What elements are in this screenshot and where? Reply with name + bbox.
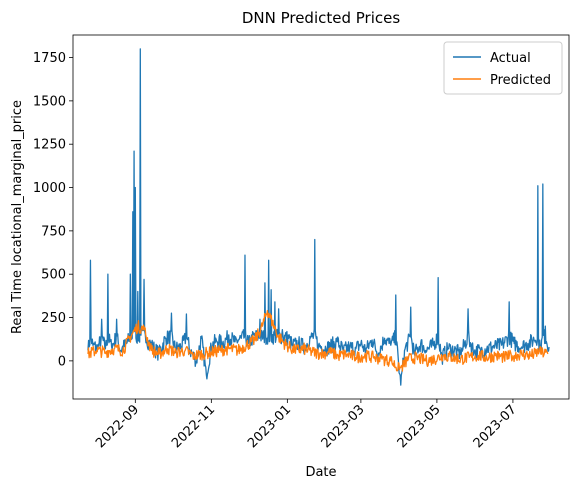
x-axis-label: Date <box>305 465 336 480</box>
y-tick-label: 1500 <box>33 94 66 109</box>
y-tick-label: 0 <box>58 354 66 369</box>
series-layer <box>87 48 550 386</box>
y-tick-label: 1000 <box>33 181 66 196</box>
chart-title: DNN Predicted Prices <box>242 9 401 27</box>
y-axis-label: Real Time locational_marginal_price <box>10 100 25 334</box>
y-tick-label: 250 <box>41 311 66 326</box>
y-tick-label: 750 <box>41 224 66 239</box>
legend-label-actual: Actual <box>490 51 531 66</box>
series-line-predicted <box>87 309 549 372</box>
legend-box <box>443 41 563 95</box>
legend: Actual Predicted <box>443 41 563 95</box>
y-tick-label: 500 <box>41 268 66 283</box>
legend-label-predicted: Predicted <box>490 73 551 88</box>
plot-area <box>72 34 570 400</box>
y-tick-label: 1250 <box>33 138 66 153</box>
y-axis: 0 250 500 750 1000 1250 1500 1750 <box>33 51 73 369</box>
y-tick-label: 1750 <box>33 51 66 66</box>
plot-background <box>73 35 569 399</box>
plot-frame <box>72 34 570 400</box>
